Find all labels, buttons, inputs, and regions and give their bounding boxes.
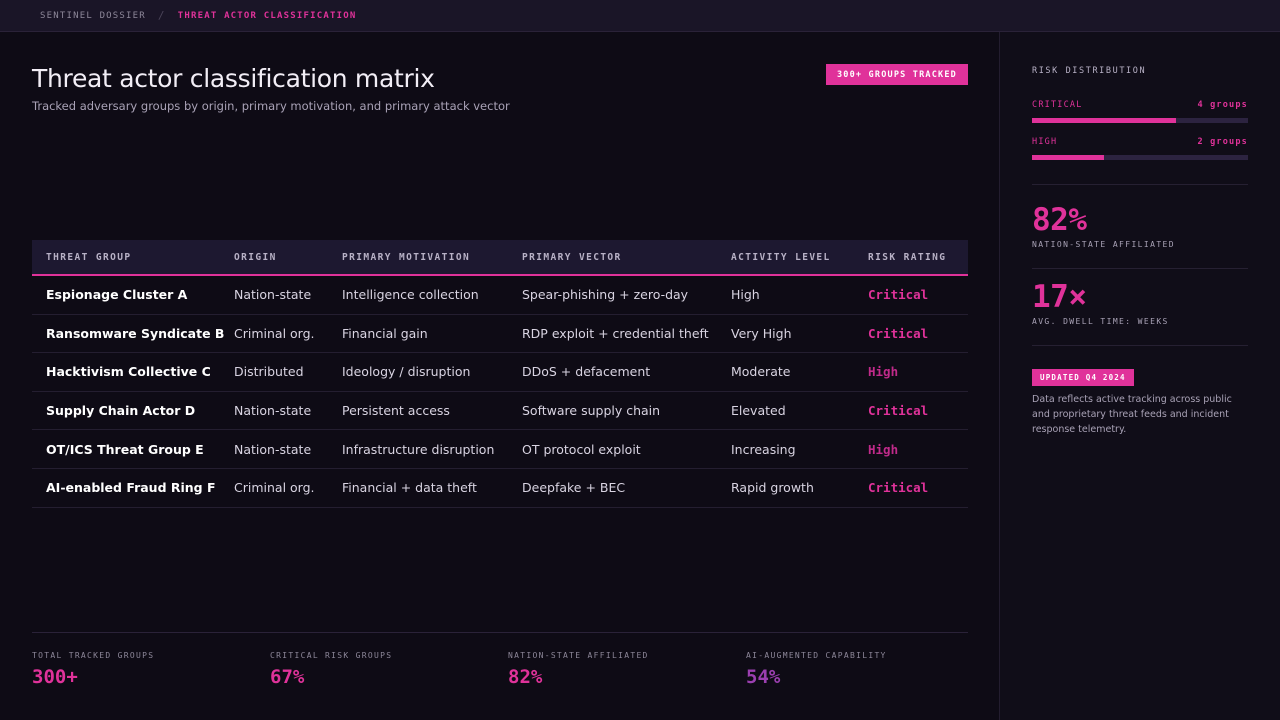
cell-motivation: Infrastructure disruption bbox=[342, 441, 495, 457]
stat-value: 300+ bbox=[32, 666, 78, 688]
cell-risk-rating: Critical bbox=[868, 287, 929, 303]
distribution-bar-track bbox=[1032, 155, 1248, 160]
stat-nation-state: NATION-STATE AFFILIATED 82% bbox=[508, 651, 649, 688]
divider bbox=[1032, 184, 1248, 185]
distribution-count: 4 groups bbox=[1197, 100, 1248, 110]
cell-threat-group: Supply Chain Actor D bbox=[46, 403, 196, 419]
distribution-label: CRITICAL bbox=[1032, 100, 1083, 110]
cell-threat-group: Ransomware Syndicate B bbox=[46, 325, 225, 341]
metric-label: AVG. DWELL TIME: WEEKS bbox=[1032, 317, 1169, 326]
cell-origin: Criminal org. bbox=[234, 325, 315, 341]
stat-label: AI-AUGMENTED CAPABILITY bbox=[746, 651, 887, 660]
metric-nation-state: 82% NATION-STATE AFFILIATED bbox=[1032, 202, 1248, 249]
risk-distribution-heading: RISK DISTRIBUTION bbox=[1032, 66, 1147, 76]
cell-activity: High bbox=[731, 287, 760, 303]
groups-tracked-badge: 300+ GROUPS TRACKED bbox=[825, 64, 968, 85]
cell-risk-rating: Critical bbox=[868, 325, 929, 341]
table-header: THREAT GROUP ORIGIN PRIMARY MOTIVATION P… bbox=[32, 240, 968, 276]
breadcrumb-separator: / bbox=[157, 9, 166, 22]
cell-risk-rating: Critical bbox=[868, 403, 929, 419]
metric-value: 17× bbox=[1032, 279, 1087, 315]
distribution-bar-fill bbox=[1032, 155, 1104, 160]
distribution-critical: CRITICAL 4 groups bbox=[1032, 100, 1248, 137]
cell-activity: Moderate bbox=[731, 364, 791, 380]
cell-vector: DDoS + defacement bbox=[522, 364, 651, 380]
updated-badge: UPDATED Q4 2024 bbox=[1032, 369, 1134, 386]
table-row[interactable]: OT/ICS Threat Group E Nation-state Infra… bbox=[32, 430, 968, 469]
cell-motivation: Financial + data theft bbox=[342, 480, 477, 496]
cell-vector: Deepfake + BEC bbox=[522, 480, 626, 496]
cell-threat-group: Hacktivism Collective C bbox=[46, 364, 211, 380]
page-subtitle: Tracked adversary groups by origin, prim… bbox=[32, 99, 510, 113]
cell-activity: Elevated bbox=[731, 403, 786, 419]
stat-ai-augmented: AI-AUGMENTED CAPABILITY 54% bbox=[746, 651, 887, 688]
column-header-activity[interactable]: ACTIVITY LEVEL bbox=[731, 251, 831, 263]
metric-value: 82% bbox=[1032, 202, 1087, 238]
cell-activity: Rapid growth bbox=[731, 480, 814, 496]
cell-vector: Spear-phishing + zero-day bbox=[522, 287, 689, 303]
cell-origin: Nation-state bbox=[234, 287, 312, 303]
distribution-high: HIGH 2 groups bbox=[1032, 137, 1248, 174]
cell-vector: Software supply chain bbox=[522, 403, 661, 419]
cell-origin: Criminal org. bbox=[234, 480, 315, 496]
cell-motivation: Intelligence collection bbox=[342, 287, 479, 303]
distribution-bar-track bbox=[1032, 118, 1248, 123]
divider bbox=[1032, 345, 1248, 346]
main-panel: Threat actor classification matrix Track… bbox=[32, 32, 968, 720]
threat-actor-table: THREAT GROUP ORIGIN PRIMARY MOTIVATION P… bbox=[32, 240, 968, 508]
distribution-bar-fill bbox=[1032, 118, 1177, 123]
sidebar: RISK DISTRIBUTION CRITICAL 4 groups HIGH… bbox=[1000, 32, 1280, 720]
cell-vector: OT protocol exploit bbox=[522, 441, 641, 457]
top-bar: SENTINEL DOSSIER / THREAT ACTOR CLASSIFI… bbox=[0, 0, 1280, 32]
cell-activity: Increasing bbox=[731, 441, 796, 457]
stat-label: TOTAL TRACKED GROUPS bbox=[32, 651, 155, 660]
stat-value: 54% bbox=[746, 666, 781, 688]
cell-origin: Distributed bbox=[234, 364, 304, 380]
column-header-risk[interactable]: RISK RATING bbox=[868, 251, 947, 263]
cell-motivation: Persistent access bbox=[342, 403, 450, 419]
summary-stats: TOTAL TRACKED GROUPS 300+ CRITICAL RISK … bbox=[32, 632, 968, 720]
sidebar-divider bbox=[999, 32, 1000, 720]
table-row[interactable]: Supply Chain Actor D Nation-state Persis… bbox=[32, 392, 968, 431]
cell-threat-group: Espionage Cluster A bbox=[46, 287, 188, 303]
updated-section: UPDATED Q4 2024 Data reflects active tra… bbox=[1032, 365, 1248, 437]
cell-vector: RDP exploit + credential theft bbox=[522, 325, 709, 341]
stat-label: CRITICAL RISK GROUPS bbox=[270, 651, 393, 660]
divider bbox=[1032, 268, 1248, 269]
stat-value: 82% bbox=[508, 666, 543, 688]
column-header-threat-group[interactable]: THREAT GROUP bbox=[46, 251, 132, 263]
metric-label: NATION-STATE AFFILIATED bbox=[1032, 240, 1175, 249]
cell-threat-group: OT/ICS Threat Group E bbox=[46, 441, 204, 457]
stat-label: NATION-STATE AFFILIATED bbox=[508, 651, 649, 660]
cell-origin: Nation-state bbox=[234, 403, 312, 419]
table-row[interactable]: Espionage Cluster A Nation-state Intelli… bbox=[32, 276, 968, 315]
cell-origin: Nation-state bbox=[234, 441, 312, 457]
table-row[interactable]: Ransomware Syndicate B Criminal org. Fin… bbox=[32, 315, 968, 354]
metric-dwell-time: 17× AVG. DWELL TIME: WEEKS bbox=[1032, 279, 1248, 326]
stat-total-groups: TOTAL TRACKED GROUPS 300+ bbox=[32, 651, 154, 688]
distribution-label: HIGH bbox=[1032, 137, 1058, 147]
table-row[interactable]: Hacktivism Collective C Distributed Ideo… bbox=[32, 353, 968, 392]
cell-risk-rating: High bbox=[868, 364, 899, 380]
table-row[interactable]: AI-enabled Fraud Ring F Criminal org. Fi… bbox=[32, 469, 968, 508]
cell-activity: Very High bbox=[731, 325, 792, 341]
breadcrumb-current: THREAT ACTOR CLASSIFICATION bbox=[177, 10, 357, 21]
cell-risk-rating: High bbox=[868, 441, 899, 457]
cell-motivation: Financial gain bbox=[342, 325, 428, 341]
stat-value: 67% bbox=[270, 666, 305, 688]
distribution-count: 2 groups bbox=[1197, 137, 1248, 147]
cell-motivation: Ideology / disruption bbox=[342, 364, 471, 380]
data-note: Data reflects active tracking across pub… bbox=[1032, 394, 1232, 435]
column-header-origin[interactable]: ORIGIN bbox=[234, 251, 277, 263]
cell-threat-group: AI-enabled Fraud Ring F bbox=[46, 480, 216, 496]
column-header-motivation[interactable]: PRIMARY MOTIVATION bbox=[342, 251, 471, 263]
page-title: Threat actor classification matrix bbox=[32, 64, 435, 93]
stat-critical-risk: CRITICAL RISK GROUPS 67% bbox=[270, 651, 392, 688]
breadcrumb-root[interactable]: SENTINEL DOSSIER bbox=[40, 10, 146, 21]
cell-risk-rating: Critical bbox=[868, 480, 929, 496]
column-header-vector[interactable]: PRIMARY VECTOR bbox=[522, 251, 622, 263]
